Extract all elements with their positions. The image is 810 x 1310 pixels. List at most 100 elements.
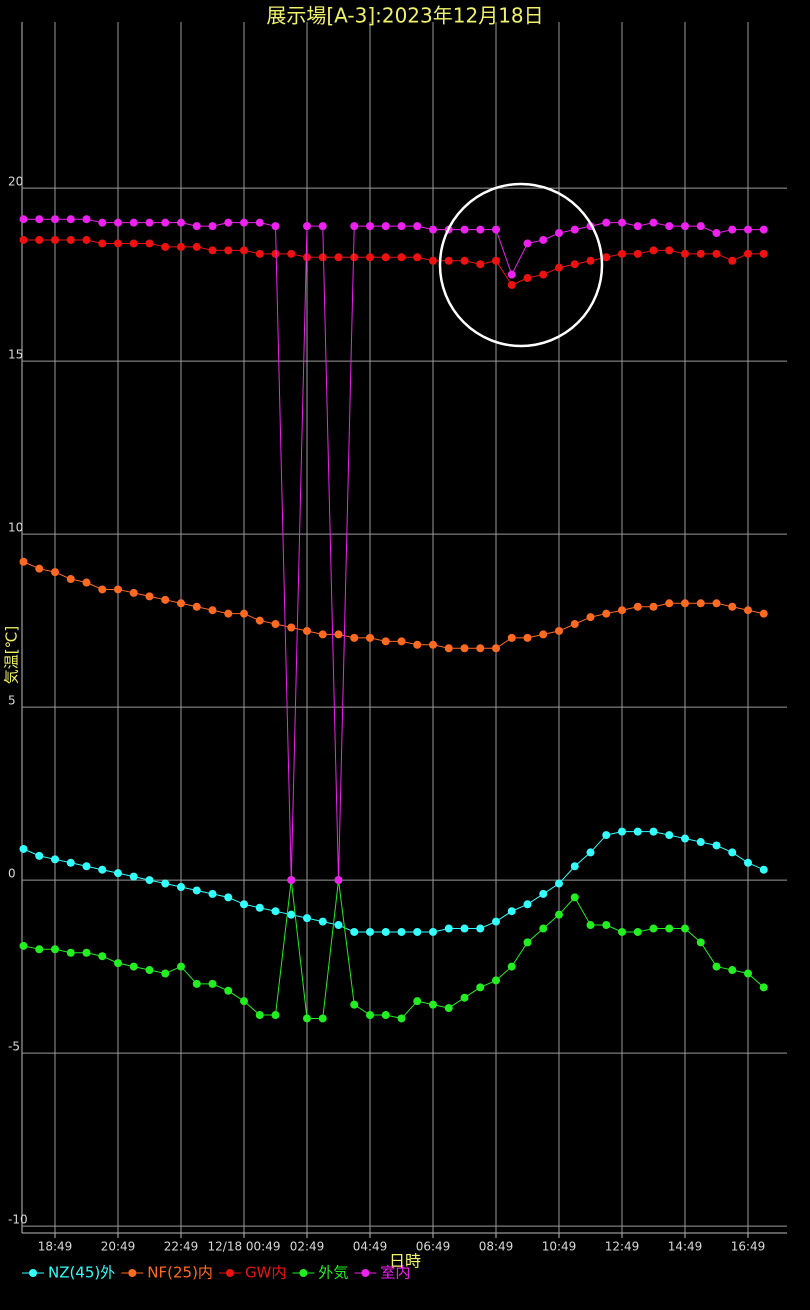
- data-point: [66, 235, 75, 244]
- data-point: [303, 914, 311, 923]
- data-point: [318, 222, 327, 231]
- data-point: [350, 1000, 359, 1009]
- data-point: [507, 907, 516, 916]
- data-point: [744, 249, 752, 258]
- data-point: [192, 242, 201, 251]
- data-point: [744, 969, 752, 978]
- data-point: [287, 249, 296, 258]
- data-point: [82, 948, 91, 957]
- data-point: [665, 599, 674, 608]
- data-point: [728, 602, 737, 611]
- x-tick-label: 12:49: [605, 1240, 640, 1254]
- data-point: [35, 215, 44, 224]
- data-point: [334, 876, 343, 885]
- data-point: [114, 959, 122, 968]
- chart-title: 展示場[A-3]:2023年12月18日: [266, 4, 543, 28]
- data-point: [318, 917, 327, 926]
- data-point: [539, 630, 548, 639]
- data-point: [555, 626, 563, 635]
- data-point: [145, 876, 154, 885]
- data-point: [633, 602, 642, 611]
- data-point: [177, 599, 185, 608]
- y-tick-label: 5: [8, 694, 16, 708]
- data-point: [460, 644, 469, 653]
- data-point: [334, 921, 343, 930]
- data-point: [66, 215, 75, 224]
- data-point: [712, 841, 721, 850]
- data-point: [555, 229, 563, 238]
- data-point: [460, 256, 469, 265]
- legend-item: 外気: [292, 1264, 348, 1282]
- data-point: [665, 222, 674, 231]
- data-point: [51, 235, 59, 244]
- data-point: [334, 253, 343, 262]
- data-point: [696, 249, 705, 258]
- data-point: [255, 903, 264, 912]
- data-point: [381, 1011, 390, 1020]
- legend-marker: [361, 1269, 370, 1277]
- data-point: [728, 848, 737, 857]
- data-point: [507, 962, 516, 971]
- data-point: [429, 225, 437, 234]
- data-point: [334, 630, 343, 639]
- data-point: [413, 927, 422, 936]
- data-point: [114, 239, 122, 248]
- data-point: [66, 948, 75, 957]
- data-point: [602, 609, 611, 618]
- data-point: [728, 256, 737, 265]
- data-point: [51, 855, 59, 864]
- data-point: [586, 848, 595, 857]
- data-point: [523, 900, 532, 909]
- data-point: [51, 945, 59, 954]
- data-point: [98, 952, 107, 961]
- data-point: [19, 941, 28, 950]
- data-point: [413, 997, 422, 1006]
- data-point: [161, 218, 170, 227]
- data-point: [98, 239, 107, 248]
- data-point: [507, 280, 516, 289]
- y-tick-label: 15: [8, 348, 23, 362]
- data-point: [460, 924, 469, 933]
- data-point: [98, 585, 107, 594]
- data-point: [444, 256, 453, 265]
- data-point: [303, 1014, 311, 1023]
- x-tick-label: 20:49: [101, 1240, 136, 1254]
- y-tick-label: -5: [8, 1040, 20, 1054]
- legend-marker: [225, 1269, 234, 1277]
- x-tick-label: 06:49: [416, 1240, 451, 1254]
- data-point: [208, 889, 217, 898]
- data-point: [397, 927, 406, 936]
- data-point: [161, 969, 170, 978]
- data-point: [271, 222, 280, 231]
- data-point: [177, 218, 185, 227]
- data-point: [208, 979, 217, 988]
- data-point: [51, 215, 59, 224]
- data-point: [413, 253, 422, 262]
- data-point: [19, 557, 28, 566]
- legend-item: GW内: [218, 1264, 286, 1282]
- legend-label: 外気: [318, 1264, 348, 1282]
- data-point: [240, 900, 248, 909]
- data-point: [303, 222, 311, 231]
- data-point: [413, 222, 422, 231]
- y-tick-label: 0: [8, 867, 16, 881]
- data-point: [366, 222, 374, 231]
- data-point: [586, 613, 595, 622]
- data-point: [114, 869, 122, 878]
- data-point: [192, 222, 201, 231]
- x-tick-label: 14:49: [668, 1240, 703, 1254]
- legend-item: 室内: [354, 1264, 410, 1282]
- x-tick-label: 12/18 00:49: [208, 1240, 281, 1254]
- data-point: [476, 260, 485, 269]
- data-point: [429, 927, 437, 936]
- data-point: [145, 218, 154, 227]
- data-point: [507, 270, 516, 279]
- data-point: [129, 239, 138, 248]
- data-point: [681, 924, 689, 933]
- data-point: [633, 827, 642, 836]
- data-point: [665, 831, 674, 840]
- data-point: [224, 246, 233, 255]
- data-point: [696, 222, 705, 231]
